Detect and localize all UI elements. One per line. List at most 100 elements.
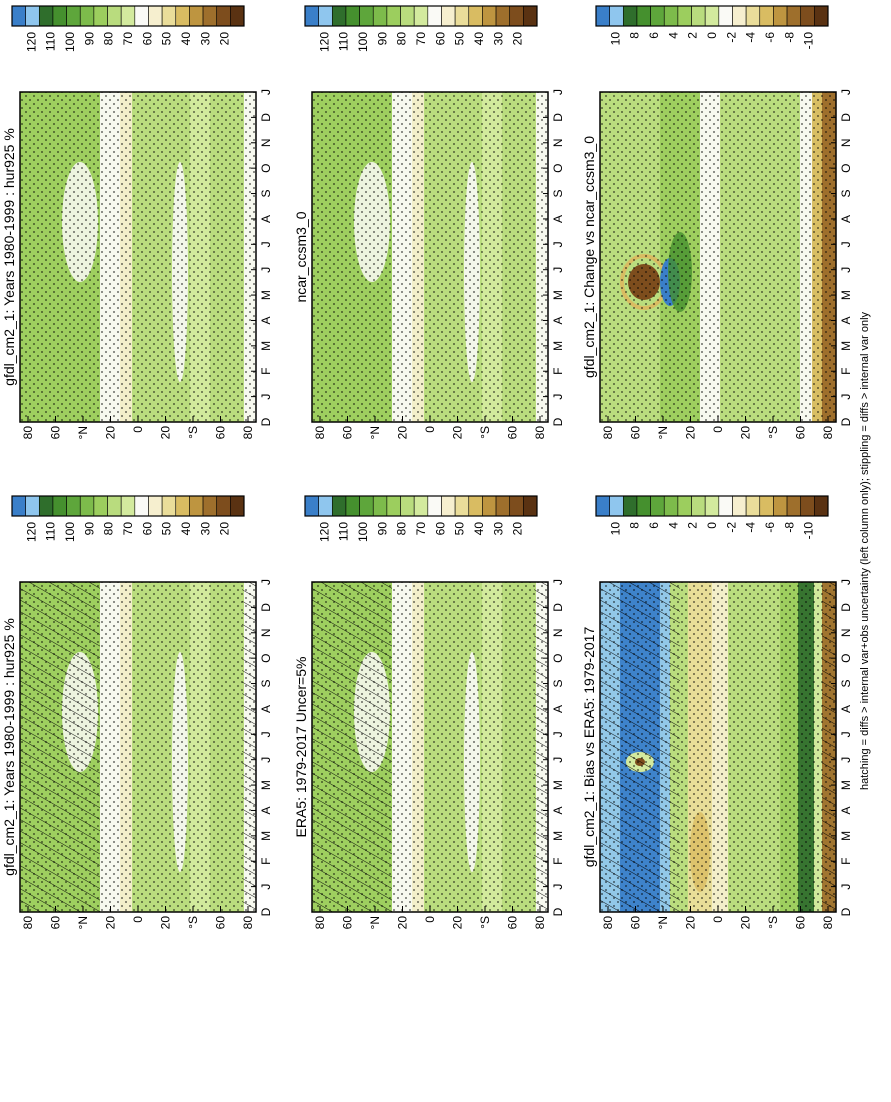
stippling-overlay: [20, 92, 256, 422]
lat-label: 60: [214, 426, 228, 440]
panel-3: D J F M A M J J A S O N D J 80 60 °N 20 0 20 °S 60 80 gfdl_cm2_…: [581, 579, 853, 929]
lat-label: °S: [478, 426, 492, 439]
hatching-overlay: [20, 582, 100, 912]
month-label: M: [839, 780, 853, 790]
month-label: F: [259, 858, 273, 865]
colorbar-swatch: [400, 5, 415, 27]
month-label: D: [259, 603, 273, 612]
colorbar-swatch: [134, 5, 149, 27]
month-label: J: [259, 757, 273, 763]
lat-label: °S: [186, 916, 200, 929]
month-label: J: [839, 241, 853, 247]
month-label: M: [259, 290, 273, 300]
colorbar-label: -8: [782, 522, 796, 533]
colorbar-label: 20: [511, 522, 525, 536]
month-label: J: [259, 579, 273, 585]
month-label: J: [839, 267, 853, 273]
colorbar-swatch: [11, 5, 26, 27]
colorbar-label: 120: [24, 32, 38, 52]
colorbar-swatch: [636, 495, 651, 517]
colorbar-swatch: [814, 5, 829, 27]
colorbar-frame: [304, 5, 538, 27]
colorbar-swatch: [386, 495, 401, 517]
colorbar-label: -4: [744, 32, 758, 43]
colorbar-label: 110: [44, 32, 58, 51]
colorbar-swatch: [523, 5, 538, 27]
colorbar-label: 80: [102, 32, 116, 46]
lat-label: 0: [131, 916, 145, 923]
colorbar-label: 60: [140, 32, 154, 46]
month-label: J: [551, 241, 565, 247]
colorbar-swatch: [413, 5, 429, 27]
stippling-overlay: [600, 92, 836, 422]
colorbar-label: -2: [724, 522, 738, 533]
month-label: J: [839, 89, 853, 95]
month-label: O: [839, 163, 853, 172]
month-label: N: [259, 138, 273, 147]
month-label: D: [259, 907, 273, 916]
colorbar-swatch: [650, 495, 665, 517]
month-label: N: [839, 628, 853, 637]
lat-label: 0: [423, 426, 437, 433]
month-label: J: [259, 241, 273, 247]
colorbar-label: 2: [686, 522, 700, 529]
colorbar-label: 20: [218, 522, 232, 536]
colorbar-swatch: [759, 5, 774, 27]
lat-label: 60: [214, 916, 228, 930]
colorbar-swatch: [745, 495, 761, 517]
colorbar-swatch: [732, 5, 747, 27]
colorbar-label: 40: [472, 32, 486, 46]
month-label: A: [259, 316, 273, 324]
colorbar-swatch: [773, 495, 788, 517]
month-label: F: [259, 368, 273, 375]
lat-label: 60: [629, 916, 643, 930]
month-label: O: [839, 653, 853, 662]
month-label: N: [259, 628, 273, 637]
panel-title: ncar_ccsm3_0: [293, 211, 309, 302]
colorbar-label: 70: [121, 32, 135, 46]
lat-label: 60: [341, 916, 355, 930]
colorbar-swatch: [400, 495, 415, 517]
colorbar-swatch: [441, 5, 456, 27]
lat-label: 20: [104, 916, 118, 930]
colorbar-label: 60: [140, 522, 154, 536]
colorbar-swatch: [93, 495, 108, 517]
colorbar-label: 4: [666, 32, 680, 39]
colorbar-label: 50: [453, 522, 467, 536]
colorbar-label: -6: [763, 32, 777, 43]
month-label: F: [551, 368, 565, 375]
month-label: A: [839, 806, 853, 814]
colorbar-swatch: [318, 495, 333, 517]
colorbar-swatch: [66, 5, 81, 27]
lat-label: 60: [49, 426, 63, 440]
colorbar-swatch: [202, 5, 218, 27]
lat-label: 80: [313, 426, 327, 440]
lat-label: 80: [601, 426, 615, 440]
lat-label: 60: [341, 426, 355, 440]
stippling-overlay: [312, 92, 548, 422]
colorbar-label: 100: [63, 522, 77, 542]
colorbar-swatch: [120, 5, 136, 27]
lat-label: °S: [186, 426, 200, 439]
month-label: S: [259, 680, 273, 688]
lat-label: °N: [656, 426, 670, 439]
colorbar-frame: [11, 495, 245, 517]
colorbar-swatch: [148, 495, 163, 517]
colorbar-swatch: [636, 5, 651, 27]
lat-label: 80: [241, 916, 255, 930]
colorbar-swatch: [11, 495, 26, 517]
month-label: M: [839, 341, 853, 351]
lat-label: 20: [684, 916, 698, 930]
panel-6: D J F M A M J J A S O N D J 80 60 °N 20 0 20 °S 60 80 gfdl_cm2_…: [581, 89, 853, 439]
colorbar-swatch: [161, 5, 177, 27]
colorbar-label: 110: [337, 32, 351, 51]
month-label: M: [259, 831, 273, 841]
lat-label: 80: [821, 916, 835, 930]
colorbar-label: -10: [802, 32, 816, 50]
colorbar-label: 110: [337, 522, 351, 541]
month-label: S: [551, 680, 565, 688]
colorbar-swatch: [609, 5, 624, 27]
lat-label: 80: [313, 916, 327, 930]
